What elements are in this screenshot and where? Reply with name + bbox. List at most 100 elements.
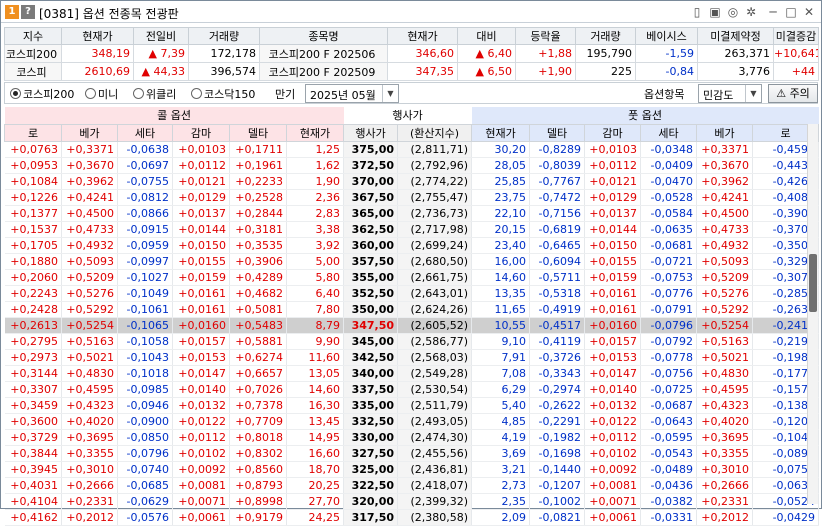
col-header[interactable]: 델타 (529, 123, 586, 142)
table-row[interactable]: +0,1880 +0,5093 -0,0997 +0,0155 +0,3906 5,00 3… (4, 253, 820, 270)
call-vega: +0,5254 (61, 317, 118, 334)
summary-header: 전일비 (133, 27, 189, 45)
put-price: 6,29 (471, 381, 531, 398)
col-header[interactable]: 델타 (229, 123, 287, 142)
table-row[interactable]: +0,3307 +0,4595 -0,0985 +0,0140 +0,7026 14,60… (4, 381, 820, 398)
call-rho: +0,1226 (4, 189, 62, 206)
table-row[interactable]: +0,3729 +0,3695 -0,0850 +0,0112 +0,8018 14,95… (4, 429, 820, 446)
screen-number-icon[interactable]: 1 (5, 5, 19, 19)
put-rho: -0,3705 (752, 221, 820, 238)
table-row[interactable]: +0,0953 +0,3670 -0,0697 +0,0112 +0,1961 1,62 3… (4, 157, 820, 174)
col-header[interactable]: 감마 (584, 123, 642, 142)
table-row[interactable]: +0,1226 +0,4241 -0,0812 +0,0129 +0,2528 2,36 3… (4, 189, 820, 206)
copy-icon[interactable]: ▣ (709, 5, 721, 19)
maximize-icon[interactable]: □ (785, 5, 797, 19)
put-header: 풋 옵션 (471, 107, 819, 124)
scrollbar-thumb[interactable] (809, 254, 817, 312)
put-theta: -0,0543 (640, 445, 698, 462)
put-rho: -0,1574 (752, 381, 820, 398)
put-price: 4,85 (471, 413, 531, 430)
put-delta: -0,7767 (529, 173, 586, 190)
minimize-icon[interactable]: ─ (769, 5, 777, 19)
converted-index: (2,474,30) (397, 429, 473, 446)
col-header[interactable]: 베가 (696, 123, 754, 142)
col-header[interactable]: 로 (752, 123, 820, 142)
col-header[interactable]: 세타 (117, 123, 173, 142)
converted-index: (2,493,05) (397, 413, 473, 430)
vertical-scrollbar[interactable] (807, 124, 818, 504)
table-row[interactable]: +0,3844 +0,3355 -0,0796 +0,0102 +0,8302 16,60… (4, 445, 820, 462)
strike-price: 340,00 (343, 365, 399, 382)
converted-index: (2,455,56) (397, 445, 473, 462)
table-row[interactable]: +0,3600 +0,4020 -0,0900 +0,0122 +0,7709 13,45… (4, 413, 820, 430)
col-header[interactable]: 로 (4, 123, 62, 142)
put-delta: -0,8039 (529, 157, 586, 174)
call-rho: +0,3729 (4, 429, 62, 446)
call-rho: +0,0763 (4, 141, 62, 158)
call-rho: +0,2795 (4, 333, 62, 350)
table-row[interactable]: +0,1084 +0,3962 -0,0755 +0,0121 +0,2233 1,90 3… (4, 173, 820, 190)
summary-row-kospi[interactable]: 코스피 2610,69 ▲ 44,33 396,574 코스피200 F 202… (4, 62, 819, 81)
call-delta: +0,2528 (229, 189, 287, 206)
gear-icon[interactable]: ✲ (745, 5, 757, 19)
open-interest: 3,776 (697, 62, 774, 81)
summary-header: 현재가 (61, 27, 134, 45)
warning-button[interactable]: ⚠ 주의 (768, 84, 818, 103)
put-delta: -0,1440 (529, 461, 586, 478)
table-row[interactable]: +0,3144 +0,4830 -0,1018 +0,0147 +0,6657 13,05… (4, 365, 820, 382)
col-header[interactable]: 세타 (640, 123, 698, 142)
put-price: 16,00 (471, 253, 531, 270)
col-header[interactable]: 현재가 (285, 123, 345, 142)
call-vega: +0,5292 (61, 301, 118, 318)
table-row[interactable]: +0,3459 +0,4323 -0,0946 +0,0132 +0,7378 16,30… (4, 397, 820, 414)
table-row[interactable]: +0,1537 +0,4733 -0,0915 +0,0144 +0,3181 3,38 3… (4, 221, 820, 238)
table-row[interactable]: +0,2795 +0,5163 -0,1058 +0,0157 +0,5881 9,90 3… (4, 333, 820, 350)
link-icon[interactable]: ▯ (693, 5, 701, 19)
table-row[interactable]: +0,2973 +0,5021 -0,1043 +0,0153 +0,6274 11,60… (4, 349, 820, 366)
radio-weekly[interactable]: 위클리 (133, 86, 176, 102)
camera-icon[interactable]: ◎ (727, 5, 739, 19)
table-row[interactable]: +0,1705 +0,4932 -0,0959 +0,0150 +0,3535 3,92 3… (4, 237, 820, 254)
call-theta: -0,0985 (117, 381, 173, 398)
table-row[interactable]: +0,4162 +0,2012 -0,0576 +0,0061 +0,9179 24,25… (4, 509, 820, 526)
table-row[interactable]: +0,2243 +0,5276 -0,1049 +0,0161 +0,4682 6,40 3… (4, 285, 820, 302)
put-rho: -0,4266 (752, 173, 820, 190)
table-row[interactable]: +0,2060 +0,5209 -0,1027 +0,0159 +0,4289 5,80 3… (4, 269, 820, 286)
table-row[interactable]: +0,2613 +0,5254 -0,1065 +0,0160 +0,5483 8,79 3… (4, 317, 820, 334)
col-header[interactable]: 감마 (172, 123, 230, 142)
table-row[interactable]: +0,4031 +0,2666 -0,0685 +0,0081 +0,8793 20,25… (4, 477, 820, 494)
put-theta: -0,0681 (640, 237, 698, 254)
expiry-select[interactable]: 2025년 05월 ▼ (305, 84, 399, 103)
put-price: 2,73 (471, 477, 531, 494)
close-icon[interactable]: ✕ (803, 5, 815, 19)
toolbar: 코스피200 미니 위클리 코스닥150 만기 2025년 05월 ▼ 옵션항목 … (4, 82, 818, 104)
radio-kospi200[interactable]: 코스피200 (10, 86, 74, 102)
put-vega: +0,3355 (696, 445, 754, 462)
put-delta: -0,4919 (529, 301, 586, 318)
call-vega: +0,5276 (61, 285, 118, 302)
table-row[interactable]: +0,4104 +0,2331 -0,0629 +0,0071 +0,8998 27,70… (4, 493, 820, 510)
col-header[interactable]: (환산지수) (397, 123, 473, 142)
call-vega: +0,3670 (61, 157, 118, 174)
strike-price: 360,00 (343, 237, 399, 254)
call-delta: +0,5483 (229, 317, 287, 334)
help-icon[interactable]: ? (21, 5, 35, 19)
radio-label: 미니 (98, 88, 119, 101)
table-row[interactable]: +0,3945 +0,3010 -0,0740 +0,0092 +0,8560 18,70… (4, 461, 820, 478)
summary-row-kospi200[interactable]: 코스피200 348,19 ▲ 7,39 172,178 코스피200 F 20… (4, 44, 819, 63)
put-theta: -0,0721 (640, 253, 698, 270)
call-rho: +0,1880 (4, 253, 62, 270)
table-row[interactable]: +0,1377 +0,4500 -0,0866 +0,0137 +0,2844 2,83 3… (4, 205, 820, 222)
put-price: 5,40 (471, 397, 531, 414)
col-header[interactable]: 현재가 (471, 123, 531, 142)
call-delta: +0,8998 (229, 493, 287, 510)
col-header[interactable]: 행사가 (343, 123, 399, 142)
put-price: 2,09 (471, 509, 531, 526)
radio-kosdaq150[interactable]: 코스닥150 (191, 86, 255, 102)
col-header[interactable]: 베가 (61, 123, 118, 142)
radio-mini[interactable]: 미니 (85, 86, 118, 102)
table-row[interactable]: +0,0763 +0,3371 -0,0638 +0,0103 +0,1711 1,25 3… (4, 141, 820, 158)
item-select[interactable]: 민감도 ▼ (698, 84, 762, 103)
table-row[interactable]: +0,2428 +0,5292 -0,1061 +0,0161 +0,5081 7,80 3… (4, 301, 820, 318)
put-price: 23,40 (471, 237, 531, 254)
